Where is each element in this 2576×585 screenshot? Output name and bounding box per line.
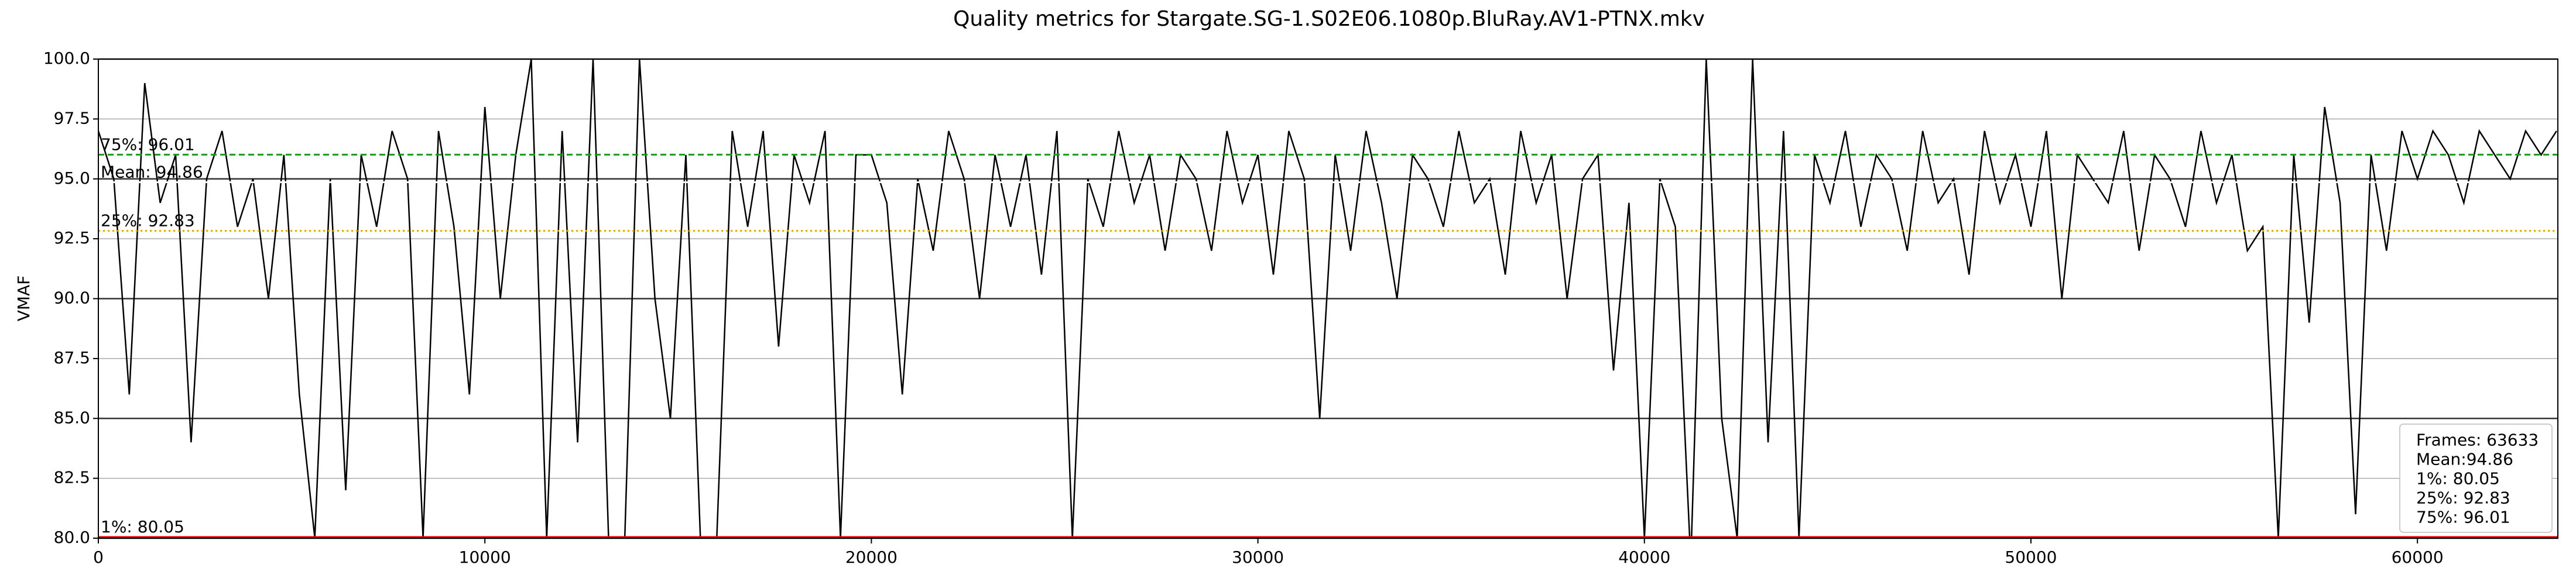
chart-title: Quality metrics for Stargate.SG-1.S02E06…: [953, 7, 1705, 31]
y-tick-label: 92.5: [54, 228, 90, 247]
plot-frame: [98, 58, 2558, 539]
legend-text: Frames: 63633: [2416, 431, 2539, 450]
x-tick-label: 10000: [459, 548, 511, 567]
reference-label: 25%: 92.83: [101, 211, 195, 230]
y-axis-label: VMAF: [14, 276, 33, 322]
y-tick-label: 97.5: [54, 108, 90, 128]
y-tick-label: 87.5: [54, 348, 90, 367]
legend-text: 75%: 96.01: [2416, 508, 2510, 527]
legend-text: 25%: 92.83: [2416, 488, 2510, 508]
reference-label: Mean: 94.86: [101, 162, 203, 181]
y-tick-label: 90.0: [54, 288, 90, 308]
y-tick-label: 85.0: [54, 408, 90, 427]
x-tick-label: 0: [93, 548, 104, 567]
y-tick-label: 95.0: [54, 168, 90, 188]
x-tick-label: 20000: [845, 548, 898, 567]
x-tick-label: 50000: [2005, 548, 2057, 567]
data-line: [98, 59, 2557, 538]
legend-box: [2399, 424, 2553, 533]
reference-label: 75%: 96.01: [101, 135, 195, 154]
legend-text: Mean:94.86: [2416, 450, 2513, 469]
y-tick-label: 82.5: [54, 468, 90, 487]
x-tick-label: 30000: [1232, 548, 1284, 567]
y-tick-label: 100.0: [43, 49, 90, 68]
reference-label: 1%: 80.05: [101, 517, 184, 536]
x-tick-label: 40000: [1618, 548, 1670, 567]
y-tick-label: 80.0: [54, 528, 90, 547]
legend-text: 1%: 80.05: [2416, 469, 2500, 488]
plot-area: [98, 59, 2558, 538]
x-tick-label: 60000: [2392, 548, 2444, 567]
